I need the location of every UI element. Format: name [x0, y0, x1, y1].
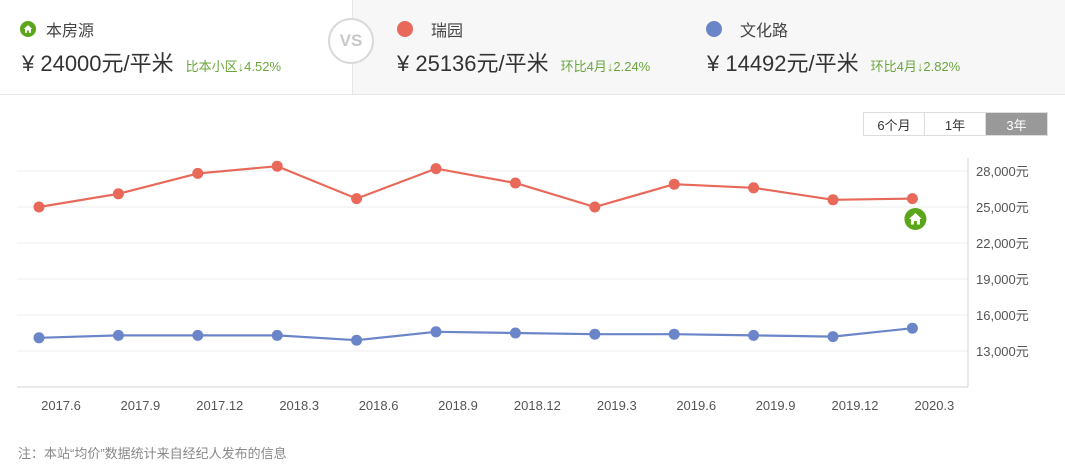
x-tick-label: 2018.9	[438, 398, 478, 413]
compare-price: ¥ 25136元/平米	[397, 51, 549, 76]
data-point[interactable]	[748, 329, 760, 341]
tab-3-years[interactable]: 3年	[986, 113, 1047, 135]
x-tick-label: 2020.3	[915, 398, 955, 413]
x-tick-label: 2017.6	[41, 398, 81, 413]
data-point[interactable]	[827, 194, 839, 206]
y-tick-label: 25,000元	[976, 200, 1029, 215]
compare-price: ¥ 14492元/平米	[707, 51, 859, 76]
data-point[interactable]	[430, 163, 442, 175]
data-point[interactable]	[351, 334, 363, 346]
series-dot-icon	[706, 21, 722, 37]
data-point[interactable]	[668, 328, 680, 340]
comparison-header: 本房源 ¥ 24000元/平米 比本小区↓4.52% VS 瑞园 ¥ 25136…	[0, 0, 1065, 95]
compare-cards: 瑞园 ¥ 25136元/平米 环比4月↓2.24% 文化路 ¥ 14492元/平…	[352, 0, 1065, 94]
series-line	[38, 327, 913, 342]
data-point[interactable]	[271, 329, 283, 341]
x-tick-label: 2019.6	[676, 398, 716, 413]
data-point[interactable]	[112, 188, 124, 200]
data-point[interactable]	[430, 326, 442, 338]
x-tick-label: 2019.9	[756, 398, 796, 413]
data-point[interactable]	[192, 329, 204, 341]
data-point[interactable]	[748, 182, 760, 194]
x-tick-label: 2018.6	[359, 398, 399, 413]
x-tick-label: 2018.3	[279, 398, 319, 413]
subject-card: 本房源 ¥ 24000元/平米 比本小区↓4.52%	[0, 0, 352, 94]
compare-label-row-1: 瑞园	[397, 17, 463, 41]
footnote: 注：本站“均价”数据统计来自经纪人发布的信息	[18, 446, 287, 461]
y-tick-label: 28,000元	[976, 164, 1029, 179]
data-point[interactable]	[351, 193, 363, 205]
series-dot-icon	[397, 21, 413, 37]
subject-label: 本房源	[46, 23, 95, 40]
subject-price: ¥ 24000元/平米	[22, 51, 174, 76]
subject-label-row: 本房源	[20, 17, 94, 41]
compare-label: 瑞园	[431, 23, 464, 40]
x-tick-label: 2019.12	[832, 398, 879, 413]
data-point[interactable]	[906, 322, 918, 334]
x-tick-label: 2018.12	[514, 398, 561, 413]
y-tick-label: 19,000元	[976, 272, 1029, 287]
subject-change: 比本小区↓4.52%	[185, 59, 282, 74]
price-trend-chart: 28,000元 25,000元 22,000元 19,000元 16,000元 13,00…	[17, 158, 1029, 413]
x-tick-label: 2017.12	[196, 398, 243, 413]
data-point[interactable]	[589, 201, 601, 213]
compare-label: 文化路	[740, 23, 789, 40]
data-point[interactable]	[509, 177, 521, 189]
data-point[interactable]	[827, 331, 839, 343]
x-tick-label: 2017.9	[121, 398, 161, 413]
compare-price-row-1: ¥ 25136元/平米 环比4月↓2.24%	[397, 46, 650, 78]
data-point[interactable]	[112, 329, 124, 341]
series-line	[38, 165, 913, 209]
compare-label-row-2: 文化路	[706, 17, 788, 41]
compare-change: 环比4月↓2.24%	[560, 59, 651, 74]
data-point[interactable]	[668, 178, 680, 190]
data-point[interactable]	[192, 167, 204, 179]
compare-change: 环比4月↓2.82%	[870, 59, 961, 74]
data-point[interactable]	[33, 201, 45, 213]
home-icon	[20, 21, 36, 37]
y-tick-label: 16,000元	[976, 308, 1029, 323]
data-point[interactable]	[589, 328, 601, 340]
x-tick-label: 2019.3	[597, 398, 637, 413]
y-tick-label: 22,000元	[976, 236, 1029, 251]
vs-badge: VS	[328, 18, 374, 64]
data-point[interactable]	[906, 193, 918, 205]
home-marker-icon[interactable]	[904, 208, 927, 230]
time-range-tabs: 6个月 1年 3年	[863, 112, 1048, 136]
tab-6-months[interactable]: 6个月	[864, 113, 925, 135]
data-point[interactable]	[509, 327, 521, 339]
y-tick-label: 13,000元	[976, 344, 1029, 359]
subject-price-row: ¥ 24000元/平米 比本小区↓4.52%	[22, 46, 281, 78]
data-point[interactable]	[33, 332, 45, 344]
data-point[interactable]	[271, 160, 283, 172]
tab-1-year[interactable]: 1年	[925, 113, 986, 135]
compare-price-row-2: ¥ 14492元/平米 环比4月↓2.82%	[707, 46, 960, 78]
